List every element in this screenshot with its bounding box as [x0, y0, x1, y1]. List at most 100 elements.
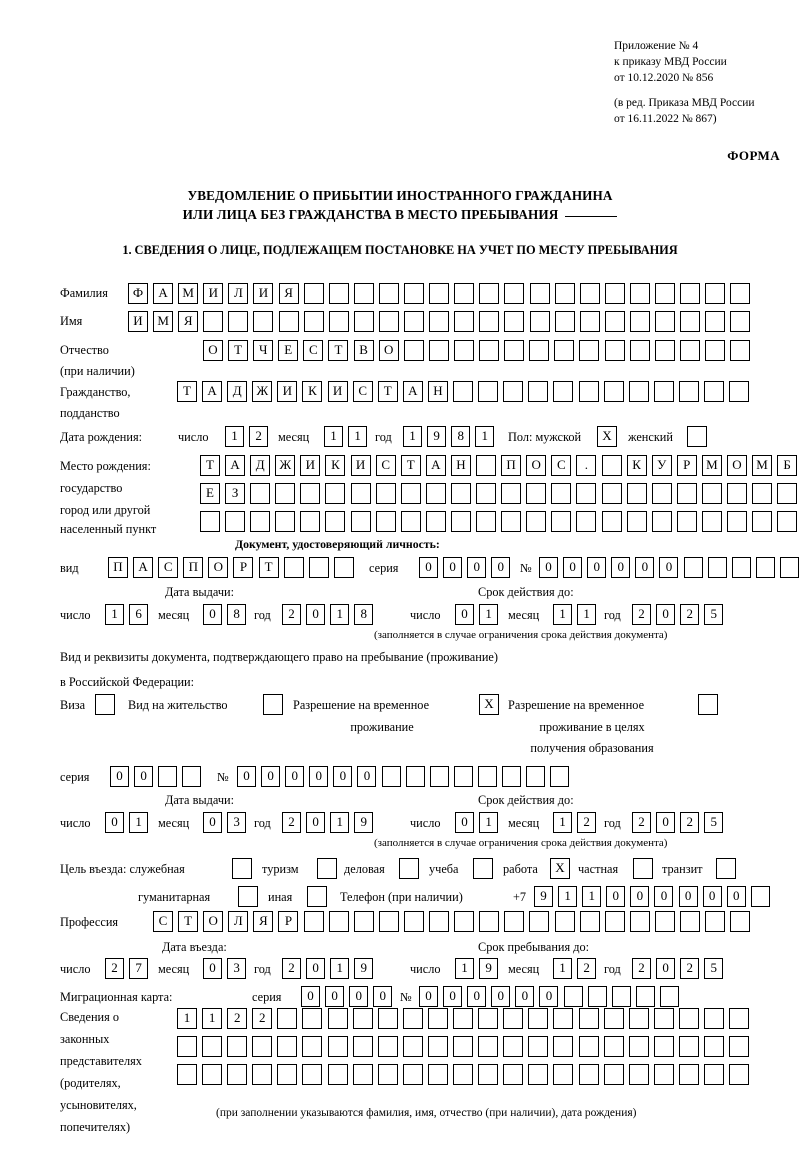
- permit-nomer-cell[interactable]: [550, 766, 570, 787]
- birthplace-cell[interactable]: К: [325, 455, 346, 476]
- citizenship-cell[interactable]: И: [327, 381, 348, 402]
- legal-rep-row-2-grid[interactable]: [177, 1036, 750, 1057]
- legal-rep-cell[interactable]: [503, 1008, 524, 1029]
- entry-month-cell[interactable]: 0: [203, 958, 222, 979]
- birth-month-cell[interactable]: 1: [324, 426, 343, 447]
- patronymic-cell[interactable]: Ч: [253, 340, 274, 361]
- birthplace-cell[interactable]: У: [651, 455, 672, 476]
- birthplace-cell[interactable]: [551, 483, 572, 504]
- patronymic-cell[interactable]: [704, 340, 725, 361]
- doc-nomer-cell[interactable]: [683, 557, 703, 578]
- phone-cell[interactable]: 0: [630, 886, 650, 907]
- purpose-transit-checkbox[interactable]: [716, 858, 736, 879]
- profession-cell[interactable]: О: [203, 911, 224, 932]
- doc-type-cell[interactable]: О: [208, 557, 229, 578]
- legal-rep-cell[interactable]: [528, 1008, 549, 1029]
- firstname-cell[interactable]: [654, 311, 675, 332]
- surname-cell[interactable]: И: [253, 283, 274, 304]
- birthplace-cell[interactable]: [726, 483, 747, 504]
- legal-rep-cell[interactable]: [578, 1036, 599, 1057]
- doc-type-cell[interactable]: Р: [233, 557, 254, 578]
- permit-issue-month-cell[interactable]: 3: [227, 812, 247, 833]
- firstname-cell[interactable]: [353, 311, 374, 332]
- doc-type-cell[interactable]: [333, 557, 354, 578]
- legal-rep-cell[interactable]: [277, 1008, 298, 1029]
- purpose-study-checkbox[interactable]: [473, 858, 493, 879]
- mig-seriya-cell[interactable]: 0: [325, 986, 345, 1007]
- doc-nomer-cell[interactable]: 0: [635, 557, 655, 578]
- birthplace-cell[interactable]: [626, 483, 647, 504]
- birthplace-cell[interactable]: [275, 483, 296, 504]
- legal-rep-cell[interactable]: [703, 1008, 724, 1029]
- doc-valid-year-cell[interactable]: 2: [680, 604, 700, 625]
- birthplace-cell[interactable]: Т: [200, 455, 220, 476]
- phone-cell[interactable]: 1: [558, 886, 578, 907]
- permit-nomer-cell[interactable]: [405, 766, 425, 787]
- profession-cell[interactable]: [554, 911, 575, 932]
- profession-cell[interactable]: [579, 911, 600, 932]
- birthplace-cell[interactable]: [526, 511, 547, 532]
- legal-rep-cell[interactable]: [578, 1008, 599, 1029]
- phone-cell[interactable]: 0: [702, 886, 722, 907]
- legal-rep-cell[interactable]: [252, 1064, 273, 1085]
- birthplace-cell[interactable]: [225, 511, 246, 532]
- permit-nomer-cell[interactable]: [502, 766, 522, 787]
- birthplace-cell[interactable]: [375, 511, 396, 532]
- surname-cell[interactable]: [404, 283, 425, 304]
- permit-issue-month-cell[interactable]: 0: [203, 812, 222, 833]
- birthplace-cell[interactable]: А: [225, 455, 246, 476]
- mig-seriya-cell[interactable]: 0: [349, 986, 369, 1007]
- surname-cell[interactable]: [654, 283, 675, 304]
- patronymic-cell[interactable]: Т: [228, 340, 249, 361]
- firstname-cell[interactable]: [730, 311, 751, 332]
- doc-issue-year-cell[interactable]: 0: [306, 604, 326, 625]
- permit-issue-year-cell[interactable]: 2: [282, 812, 301, 833]
- legal-rep-cell[interactable]: [427, 1036, 448, 1057]
- legal-rep-cell[interactable]: 2: [252, 1008, 273, 1029]
- patronymic-cell[interactable]: [428, 340, 449, 361]
- phone-cell[interactable]: 0: [678, 886, 698, 907]
- doc-nomer-cell[interactable]: [731, 557, 751, 578]
- citizenship-cell[interactable]: К: [302, 381, 323, 402]
- legal-rep-cell[interactable]: [302, 1008, 323, 1029]
- firstname-cell[interactable]: [680, 311, 701, 332]
- birthplace-cell[interactable]: [300, 511, 321, 532]
- temp-education-checkbox[interactable]: [698, 694, 718, 715]
- birthplace-cell[interactable]: [375, 483, 396, 504]
- stay-month-cell[interactable]: 2: [577, 958, 597, 979]
- birthplace-cell[interactable]: [676, 511, 697, 532]
- firstname-cell[interactable]: [203, 311, 224, 332]
- legal-rep-cell[interactable]: [202, 1036, 223, 1057]
- permit-seriya-cell[interactable]: [182, 766, 202, 787]
- doc-nomer-cell[interactable]: 0: [539, 557, 558, 578]
- birthplace-cell[interactable]: Ж: [275, 455, 296, 476]
- patronymic-cell[interactable]: [479, 340, 500, 361]
- birthplace-cell[interactable]: Б: [777, 455, 798, 476]
- purpose-tourism-checkbox[interactable]: [317, 858, 337, 879]
- legal-rep-row-3-grid[interactable]: [177, 1064, 750, 1085]
- doc-type-cell[interactable]: П: [108, 557, 128, 578]
- surname-cell[interactable]: [328, 283, 349, 304]
- birthplace-cell[interactable]: [576, 483, 597, 504]
- legal-rep-cell[interactable]: [553, 1064, 574, 1085]
- permit-nomer-cell[interactable]: [429, 766, 449, 787]
- legal-rep-cell[interactable]: [729, 1008, 750, 1029]
- firstname-cell[interactable]: И: [128, 311, 148, 332]
- permit-issue-year-cell[interactable]: 1: [330, 812, 350, 833]
- permit-valid-month-cell[interactable]: 2: [577, 812, 597, 833]
- legal-rep-cell[interactable]: [703, 1036, 724, 1057]
- stay-year-cell[interactable]: 0: [656, 958, 676, 979]
- birthplace-row-3-grid[interactable]: [200, 511, 798, 532]
- birthplace-cell[interactable]: [400, 483, 421, 504]
- birthplace-cell[interactable]: [501, 511, 522, 532]
- citizenship-cell[interactable]: И: [277, 381, 298, 402]
- surname-cell[interactable]: И: [203, 283, 224, 304]
- doc-valid-year-cell[interactable]: 2: [632, 604, 651, 625]
- birthplace-cell[interactable]: [250, 483, 271, 504]
